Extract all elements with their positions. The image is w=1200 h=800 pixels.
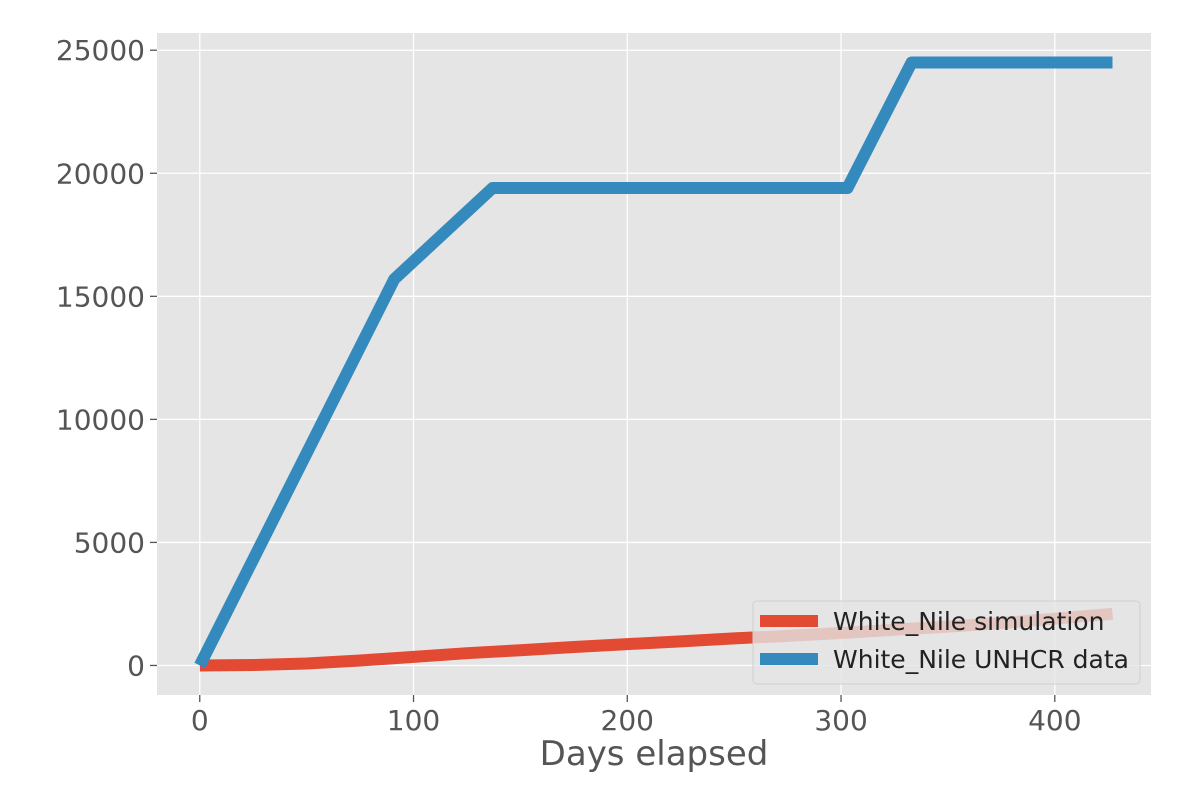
x-tick-label: 300	[814, 704, 867, 737]
y-tick-label: 15000	[56, 280, 145, 313]
legend: White_Nile simulation White_Nile UNHCR d…	[752, 600, 1141, 685]
x-axis-ticks: 0 100 200 300 400	[191, 695, 1082, 737]
legend-label-simulation: White_Nile simulation	[833, 607, 1104, 636]
x-tick-label: 0	[191, 704, 209, 737]
legend-label-unhcr-data: White_Nile UNHCR data	[833, 645, 1129, 674]
x-axis-title: Days elapsed	[540, 734, 769, 774]
series-line-1	[194, 56, 1113, 669]
x-tick-label: 200	[601, 704, 654, 737]
y-tick-label: 10000	[56, 403, 145, 436]
x-tick-label: 100	[387, 704, 440, 737]
legend-box	[752, 600, 1141, 685]
y-tick-label: 25000	[56, 34, 145, 67]
y-axis-ticks: 0 5000 10000 15000 20000 25000	[56, 34, 157, 682]
y-tick-label: 0	[127, 649, 145, 682]
x-tick-label: 400	[1028, 704, 1081, 737]
y-tick-label: 5000	[74, 526, 145, 559]
y-tick-label: 20000	[56, 157, 145, 190]
plot-background	[157, 33, 1151, 695]
